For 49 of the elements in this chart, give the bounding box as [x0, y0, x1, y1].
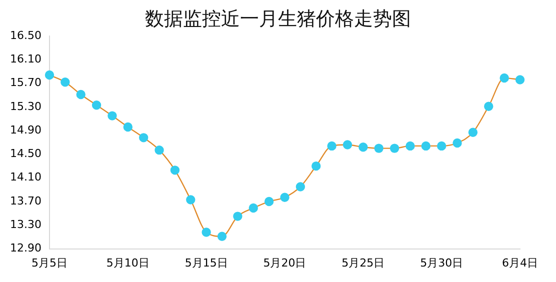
point — [452, 138, 462, 148]
point — [436, 141, 446, 151]
x-tick-label: 5月30日 — [420, 256, 464, 270]
point — [217, 232, 227, 241]
y-tick-label: 14.10 — [10, 170, 42, 184]
point — [296, 182, 306, 192]
point — [421, 141, 430, 151]
y-tick-label: 16.10 — [10, 52, 42, 66]
point — [468, 128, 478, 137]
point — [358, 142, 368, 152]
y-tick-label: 13.30 — [10, 218, 42, 232]
point — [327, 141, 336, 151]
point — [484, 102, 494, 111]
y-tick-label: 13.70 — [10, 194, 42, 208]
point — [342, 140, 352, 150]
point — [92, 100, 102, 110]
point — [406, 141, 415, 151]
chart-title: 数据监控近一月生猪价格走势图 — [145, 8, 411, 30]
point — [264, 196, 274, 206]
x-tick-label: 6月4日 — [502, 256, 538, 270]
point — [60, 78, 70, 87]
point — [390, 144, 400, 153]
point — [233, 212, 242, 221]
point — [202, 228, 211, 237]
x-tick-label: 5月20日 — [263, 256, 306, 270]
point — [500, 73, 509, 83]
y-tick-label: 14.90 — [10, 123, 42, 136]
point — [248, 203, 258, 213]
x-tick-label: 5月10日 — [106, 256, 150, 270]
y-tick-label: 16.50 — [10, 28, 42, 42]
y-tick-label: 14.50 — [10, 147, 42, 160]
point — [186, 195, 196, 204]
point — [312, 161, 321, 171]
x-tick-label: 5月25日 — [342, 256, 385, 270]
point — [44, 70, 54, 80]
x-tick-label: 5月15日 — [184, 256, 228, 270]
point — [76, 90, 86, 100]
point — [515, 75, 525, 84]
y-tick-label: 15.30 — [10, 100, 42, 113]
point — [154, 145, 164, 155]
y-tick-label: 12.90 — [10, 242, 42, 255]
x-tick-label: 5月5日 — [31, 256, 68, 270]
point — [374, 144, 384, 153]
point — [170, 166, 180, 175]
point — [108, 111, 117, 120]
y-tick-label: 15.70 — [10, 76, 42, 90]
point — [138, 133, 148, 142]
point — [280, 192, 290, 202]
point — [123, 122, 133, 132]
